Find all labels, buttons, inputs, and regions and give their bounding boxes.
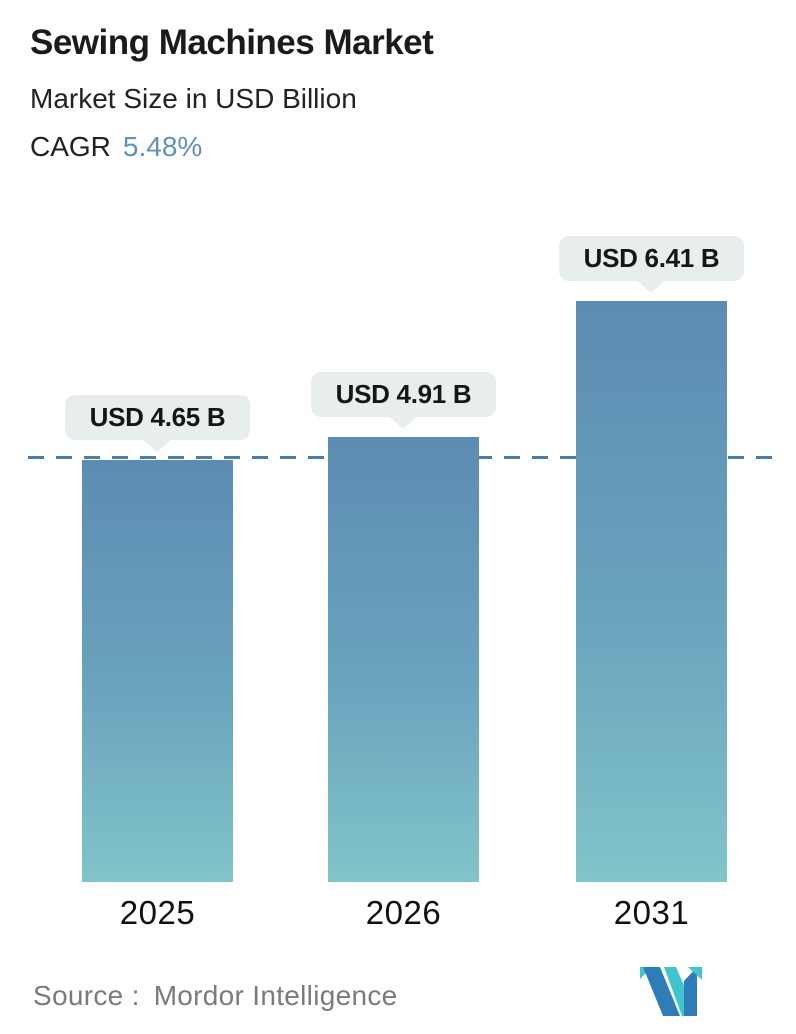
value-label: USD 6.41 B	[583, 242, 720, 273]
x-axis-label-2031: 2031	[613, 894, 690, 931]
cagr-label: CAGR	[30, 130, 111, 162]
chart-header: Sewing Machines Market Market Size in US…	[30, 23, 434, 163]
x-axis-label-2026: 2026	[365, 894, 442, 931]
cagr-line: CAGR 5.48%	[30, 131, 433, 163]
mordor-intelligence-m-logo	[640, 967, 702, 1016]
bar-2031	[576, 300, 727, 882]
bar-2025	[82, 460, 233, 882]
source-label: Source :	[33, 980, 140, 1011]
source-attribution: Source : Mordor Intelligence	[33, 980, 398, 1012]
value-label-bubble: USD 4.91 B	[310, 371, 497, 417]
bar-group-2026: USD 4.91 B 2026	[310, 0, 497, 1034]
x-axis-label-2025: 2025	[119, 894, 196, 931]
bar-2026	[328, 436, 479, 882]
chart-subtitle: Market Size in USD Billion	[30, 82, 357, 114]
page-title: Sewing Machines Market	[30, 23, 434, 62]
bar-group-2031: USD 6.41 B 2031	[558, 0, 745, 1034]
bar-group-2025: USD 4.65 B 2025	[64, 0, 251, 1034]
source-value: Mordor Intelligence	[153, 980, 398, 1011]
value-label: USD 4.65 B	[89, 402, 226, 433]
value-label: USD 4.91 B	[335, 378, 472, 409]
cagr-value: 5.48%	[122, 130, 203, 162]
value-label-bubble: USD 4.65 B	[64, 395, 251, 441]
value-label-bubble: USD 6.41 B	[558, 235, 745, 281]
